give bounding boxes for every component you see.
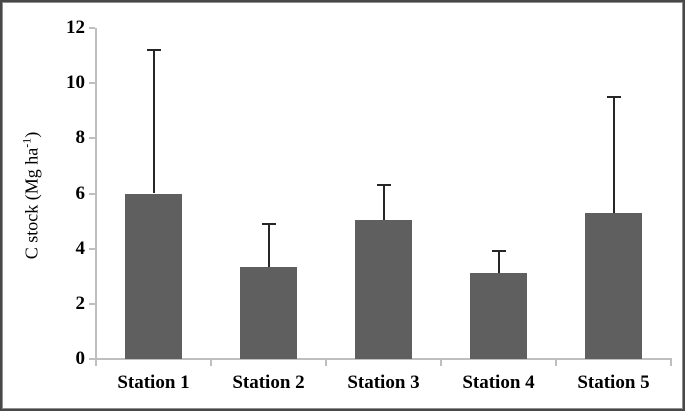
y-tick-mark	[89, 137, 95, 140]
error-bar-cap	[146, 49, 161, 52]
error-bar-line	[382, 185, 385, 220]
y-tick-mark	[89, 82, 95, 85]
error-bar-cap	[491, 250, 506, 253]
y-tick-label: 8	[75, 127, 86, 149]
x-tick-label: Station 5	[577, 372, 650, 393]
y-tick-mark	[89, 358, 95, 360]
y-tick-mark	[89, 27, 95, 29]
y-tick-label: 2	[75, 292, 86, 314]
x-tick-mark	[95, 360, 97, 366]
y-tick-mark	[89, 302, 95, 305]
bar	[240, 266, 297, 359]
x-tick-mark	[440, 360, 442, 366]
y-axis-line	[95, 28, 97, 360]
y-axis-title-superscript: -1	[19, 137, 34, 148]
x-tick-label: Station 3	[347, 372, 420, 393]
y-tick-mark	[89, 192, 95, 195]
x-axis-line	[95, 358, 672, 360]
bar	[125, 193, 182, 359]
x-tick-mark	[325, 360, 327, 366]
y-tick-label: 10	[66, 72, 85, 94]
error-bar-line	[267, 223, 270, 267]
y-tick-label: 12	[66, 17, 85, 38]
error-bar-line	[152, 50, 155, 194]
x-tick-label: Station 2	[232, 372, 305, 393]
error-bar-cap	[261, 222, 276, 225]
x-tick-mark	[670, 360, 672, 366]
error-bar-cap	[376, 184, 391, 187]
y-tick-label: 0	[75, 348, 86, 369]
x-tick-mark	[210, 360, 212, 366]
bar	[470, 273, 527, 359]
x-tick-mark	[555, 360, 557, 366]
error-bar-line	[612, 96, 615, 213]
y-tick-mark	[89, 247, 95, 250]
bar	[355, 219, 412, 359]
bar	[585, 212, 642, 359]
bar-chart: C stock (Mg ha-1) 0 2 4 6 8 10 12 Station 1 Stat…	[3, 3, 682, 408]
error-bar-line	[497, 251, 500, 274]
y-tick-label: 4	[75, 237, 86, 259]
y-tick-label: 6	[75, 182, 86, 204]
x-tick-label: Station 1	[117, 372, 190, 393]
x-tick-label: Station 4	[462, 372, 535, 393]
error-bar-cap	[606, 95, 621, 98]
